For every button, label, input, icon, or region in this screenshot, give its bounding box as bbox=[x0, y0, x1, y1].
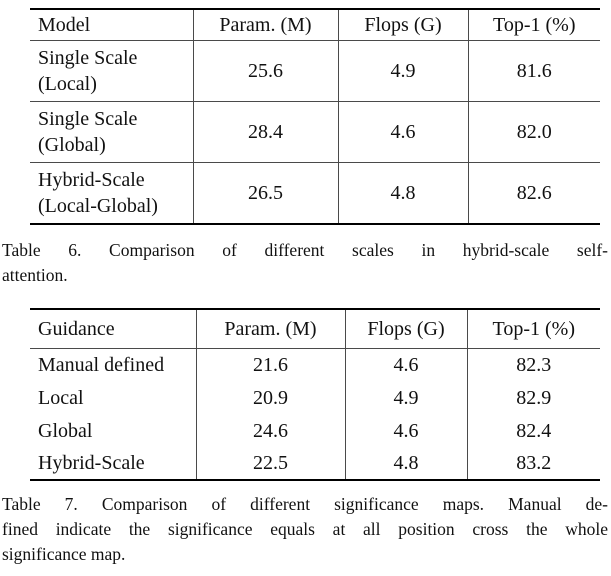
table-7-header-param: Param. (M) bbox=[195, 309, 345, 348]
table-6-row-single-scale-global: Single Scale (Global) 28.4 4.6 82.0 bbox=[30, 101, 600, 162]
table-7-row-local: Local 20.9 4.9 82.9 bbox=[30, 381, 600, 414]
model-line-1: Single Scale bbox=[38, 107, 138, 130]
table-6: Model Param. (M) Flops (G) Top-1 (%) Sin… bbox=[30, 8, 600, 225]
flops-cell: 4.9 bbox=[344, 381, 467, 414]
table-6-header-row: Model Param. (M) Flops (G) Top-1 (%) bbox=[30, 9, 600, 40]
flops-cell: 4.8 bbox=[344, 447, 467, 480]
caption-line: Table 7. Comparison of different signifi… bbox=[2, 494, 608, 514]
top1-cell: 83.2 bbox=[466, 447, 600, 480]
table-6-header-flops: Flops (G) bbox=[337, 9, 468, 40]
top1-cell: 82.4 bbox=[466, 414, 600, 447]
top1-cell: 82.9 bbox=[466, 381, 600, 414]
caption-line: significance map. bbox=[2, 544, 126, 564]
top1-cell: 82.3 bbox=[466, 348, 600, 381]
param-cell: 28.4 bbox=[192, 101, 338, 162]
guidance-cell: Manual defined bbox=[38, 353, 165, 376]
table-7-row-manual-defined: Manual defined 21.6 4.6 82.3 bbox=[30, 348, 600, 381]
flops-cell: 4.8 bbox=[337, 162, 468, 224]
table-6-row-single-scale-local: Single Scale (Local) 25.6 4.9 81.6 bbox=[30, 40, 600, 101]
table-7-header-flops: Flops (G) bbox=[344, 309, 467, 348]
param-cell: 20.9 bbox=[195, 381, 345, 414]
model-line-1: Single Scale bbox=[38, 46, 138, 69]
param-cell: 26.5 bbox=[192, 162, 338, 224]
table-7-header-top1: Top-1 (%) bbox=[466, 309, 600, 348]
table-7-caption: Table 7. Comparison of different signifi… bbox=[2, 492, 608, 567]
model-line-2: (Local) bbox=[38, 72, 97, 95]
caption-line: attention. bbox=[2, 265, 68, 285]
top1-cell: 82.6 bbox=[467, 162, 600, 224]
table-6-row-hybrid-scale: Hybrid-Scale (Local-Global) 26.5 4.8 82.… bbox=[30, 162, 600, 224]
table-7-row-hybrid-scale: Hybrid-Scale 22.5 4.8 83.2 bbox=[30, 447, 600, 480]
table-7-header-row: Guidance Param. (M) Flops (G) Top-1 (%) bbox=[30, 309, 600, 348]
guidance-cell: Hybrid-Scale bbox=[38, 452, 145, 474]
model-cell: Single Scale (Global) bbox=[30, 101, 193, 162]
flops-cell: 4.9 bbox=[337, 40, 468, 101]
model-line-2: (Local-Global) bbox=[38, 194, 158, 217]
flops-cell: 4.6 bbox=[337, 101, 468, 162]
flops-cell: 4.6 bbox=[344, 348, 467, 381]
top1-cell: 81.6 bbox=[467, 40, 600, 101]
caption-line: fined indicate the significance equals a… bbox=[2, 519, 608, 539]
guidance-cell: Local bbox=[38, 386, 84, 409]
table-6-header-top1: Top-1 (%) bbox=[467, 9, 600, 40]
table-7-header-guidance: Guidance bbox=[38, 317, 115, 340]
guidance-cell: Global bbox=[38, 419, 93, 442]
model-cell: Hybrid-Scale (Local-Global) bbox=[30, 162, 193, 224]
top1-cell: 82.0 bbox=[467, 101, 600, 162]
table-6-header-model: Model bbox=[38, 13, 91, 36]
model-line-1: Hybrid-Scale bbox=[38, 168, 145, 191]
flops-cell: 4.6 bbox=[344, 414, 467, 447]
table-7-row-global: Global 24.6 4.6 82.4 bbox=[30, 414, 600, 447]
table-7: Guidance Param. (M) Flops (G) Top-1 (%) … bbox=[30, 308, 600, 481]
param-cell: 21.6 bbox=[195, 348, 345, 381]
param-cell: 24.6 bbox=[195, 414, 345, 447]
model-line-2: (Global) bbox=[38, 133, 106, 156]
param-cell: 25.6 bbox=[192, 40, 338, 101]
caption-line: Table 6. Comparison of different scales … bbox=[2, 240, 608, 260]
model-cell: Single Scale (Local) bbox=[30, 40, 193, 101]
param-cell: 22.5 bbox=[195, 447, 345, 480]
table-6-header-param: Param. (M) bbox=[192, 9, 338, 40]
table-6-caption: Table 6. Comparison of different scales … bbox=[2, 238, 608, 288]
